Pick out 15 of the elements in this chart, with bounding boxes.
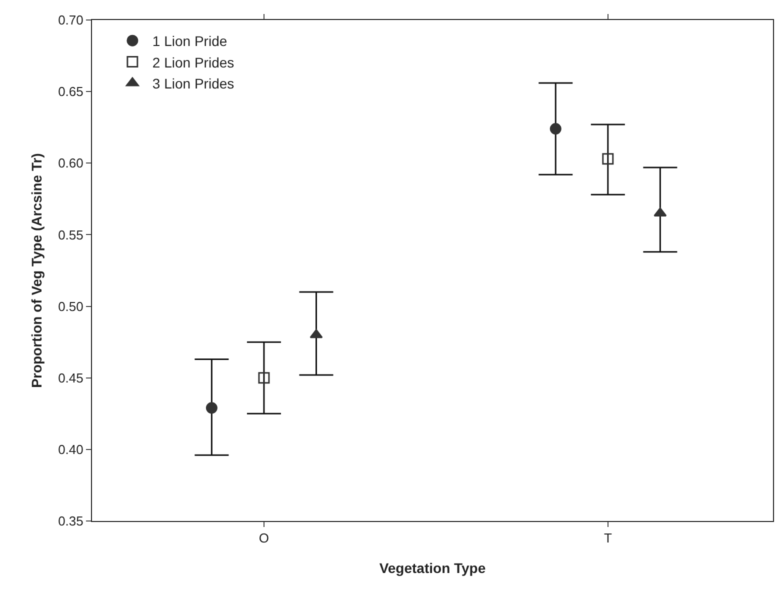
legend-label: 2 Lion Prides [152, 54, 234, 70]
y-tick-label: 0.50 [58, 298, 84, 314]
y-tick-label: 0.40 [58, 442, 84, 457]
y-tick-label: 0.60 [58, 156, 84, 171]
legend-label: 3 Lion Prides [152, 75, 234, 92]
y-tick-label: 0.55 [58, 227, 84, 242]
y-tick-label: 0.65 [58, 84, 84, 100]
y-tick-label: 0.70 [58, 12, 84, 28]
x-axis-title: Vegetation Type [379, 560, 486, 576]
legend-label: 1 Lion Pride [152, 33, 228, 50]
y-tick-label: 0.45 [58, 370, 84, 386]
x-tick-label: O [258, 530, 270, 546]
y-axis-title: Proportion of Veg Type (Arcsine Tr) [28, 153, 45, 388]
x-tick-label: T [604, 530, 612, 546]
y-tick-label: 0.35 [58, 514, 84, 529]
